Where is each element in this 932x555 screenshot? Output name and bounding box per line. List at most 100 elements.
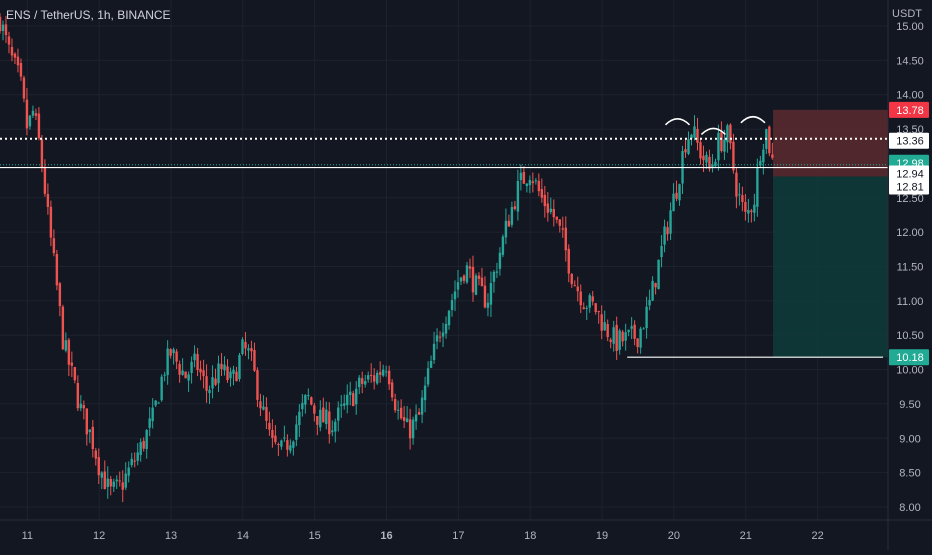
candle-body [636, 338, 639, 348]
candle-body [621, 331, 624, 342]
take-profit-label[interactable]: 10.18 [889, 349, 929, 366]
candle-body [22, 77, 26, 99]
candle-body [367, 375, 370, 380]
candle-body [666, 227, 669, 235]
candle-body [372, 375, 376, 382]
candle-body [678, 184, 681, 201]
candle-body [55, 254, 59, 286]
position-entry-label-bg [889, 178, 929, 195]
candle-body [741, 195, 744, 202]
candle-body [139, 442, 142, 455]
symbol-separator: / [30, 8, 41, 22]
candle-body [193, 353, 196, 361]
head-arc-annotation[interactable] [664, 118, 691, 126]
candle-body [759, 160, 762, 166]
candle-body [411, 419, 415, 439]
candle-body [645, 306, 648, 329]
candle-body [232, 369, 235, 374]
candle-body [690, 134, 693, 139]
candle-body [208, 389, 211, 394]
candle-body [642, 328, 645, 330]
price-tick-label: 15.00 [896, 21, 924, 33]
take-profit-zone[interactable] [773, 176, 888, 358]
candle-body [399, 407, 403, 419]
candle-body [735, 172, 738, 197]
candle-body [58, 283, 62, 307]
candle-body [196, 354, 199, 371]
candle-body [402, 417, 406, 421]
candle-body [157, 402, 160, 404]
candle-body [250, 348, 253, 352]
candle-body [510, 207, 514, 225]
candle-body [546, 203, 550, 213]
candle-body [169, 348, 172, 356]
candle-body [444, 323, 448, 334]
candle-body [513, 206, 517, 209]
price-tick-label: 10.00 [896, 365, 924, 377]
candle-body [495, 271, 499, 273]
price-tick-label: 11.50 [897, 262, 924, 274]
candle-body [675, 192, 678, 199]
candle-body [405, 418, 409, 423]
candle-body [76, 382, 80, 409]
candle-body [537, 180, 541, 192]
levels [0, 137, 888, 358]
candle-body [214, 378, 217, 385]
position-entry-label[interactable]: 12.81 [889, 178, 929, 195]
candle-body [408, 419, 412, 439]
candle-body [262, 406, 265, 410]
candle-body [16, 56, 20, 66]
candle-body [558, 219, 561, 226]
candle-body [19, 63, 23, 77]
candle-body [531, 181, 535, 184]
candle-body [163, 374, 166, 376]
candle-body [453, 291, 457, 300]
candle-body [693, 126, 696, 138]
candle-body [346, 394, 349, 406]
candle-body [265, 406, 268, 421]
candle-body [79, 403, 83, 409]
price-unit: USDT [892, 8, 922, 20]
candle-body [130, 458, 133, 466]
candle-body [151, 407, 154, 422]
candle-body [133, 460, 136, 462]
candle-body [504, 220, 508, 238]
candle-body [669, 210, 672, 234]
head-arc-annotation[interactable] [740, 115, 766, 124]
candle-body [471, 266, 475, 293]
candle-body [337, 407, 340, 421]
stop-loss-zone[interactable] [773, 109, 888, 177]
candle-body [121, 482, 124, 490]
candle-body [699, 142, 702, 159]
candle-body [301, 402, 304, 410]
candle-body [172, 349, 175, 354]
stop-loss-label[interactable]: 13.78 [889, 101, 929, 118]
candle-body [310, 397, 313, 405]
candle-body [384, 371, 388, 373]
candle-body [585, 307, 588, 309]
candle-body [591, 296, 594, 302]
head-arc-annotation[interactable] [700, 127, 726, 136]
candle-body [492, 271, 496, 282]
candle-body [280, 440, 283, 447]
entry-line-label[interactable]: 12.94 [889, 165, 929, 182]
time-tick-label: 15 [309, 530, 321, 542]
candle-body [181, 370, 184, 375]
candle-body [381, 369, 385, 376]
candle-body [4, 24, 8, 36]
symbol-header[interactable]: ENS / TetherUS, 1h, BINANCE [6, 8, 171, 22]
candle-body [687, 139, 690, 154]
candle-body [738, 194, 741, 196]
candle-body [343, 403, 346, 406]
candle-body [226, 366, 229, 381]
candle-body [561, 228, 564, 230]
candle-body [328, 411, 331, 435]
candle-body [447, 310, 451, 326]
time-tick-label: 17 [452, 530, 464, 542]
candle-body [627, 329, 630, 332]
candle-body [630, 326, 633, 329]
dotted-line-label[interactable]: 13.36 [889, 132, 929, 149]
